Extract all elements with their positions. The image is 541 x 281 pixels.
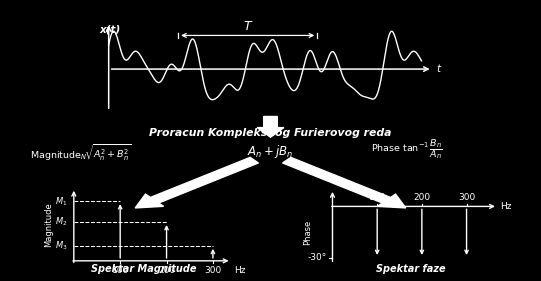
Text: 100: 100	[111, 266, 129, 275]
Text: 200: 200	[413, 193, 431, 202]
Text: $M_3$: $M_3$	[55, 240, 67, 252]
Text: -30°: -30°	[308, 253, 327, 262]
Text: 300: 300	[458, 193, 475, 202]
Text: x(t): x(t)	[100, 24, 121, 34]
Text: Hz: Hz	[234, 266, 245, 275]
FancyArrow shape	[257, 117, 284, 137]
Text: Spektar faze: Spektar faze	[377, 264, 446, 274]
Text: $M_2$: $M_2$	[55, 216, 67, 228]
Text: Magnitude: Magnitude	[44, 202, 53, 247]
Text: Phase: Phase	[304, 219, 312, 245]
Text: t: t	[436, 64, 440, 74]
Text: 200: 200	[158, 266, 175, 275]
Text: Proracun Kompleksnog Furierovog reda: Proracun Kompleksnog Furierovog reda	[149, 128, 392, 138]
Text: Magnitude$_{\mathit{N}}\!\sqrt{A_n^2+B_n^2}$: Magnitude$_{\mathit{N}}\!\sqrt{A_n^2+B_n…	[30, 143, 131, 163]
FancyArrow shape	[135, 157, 259, 208]
Text: 300: 300	[204, 266, 222, 275]
Text: Spektar Magnitude: Spektar Magnitude	[90, 264, 196, 274]
FancyArrow shape	[282, 157, 406, 208]
Text: T: T	[244, 20, 252, 33]
Text: 100: 100	[368, 193, 386, 202]
Text: Phase $\tan^{-1}\dfrac{B_n}{A_n}$: Phase $\tan^{-1}\dfrac{B_n}{A_n}$	[371, 137, 442, 161]
Text: $M_1$: $M_1$	[55, 195, 67, 207]
Text: Hz: Hz	[500, 202, 512, 211]
Text: $A_n+jB_n$: $A_n+jB_n$	[247, 143, 294, 160]
